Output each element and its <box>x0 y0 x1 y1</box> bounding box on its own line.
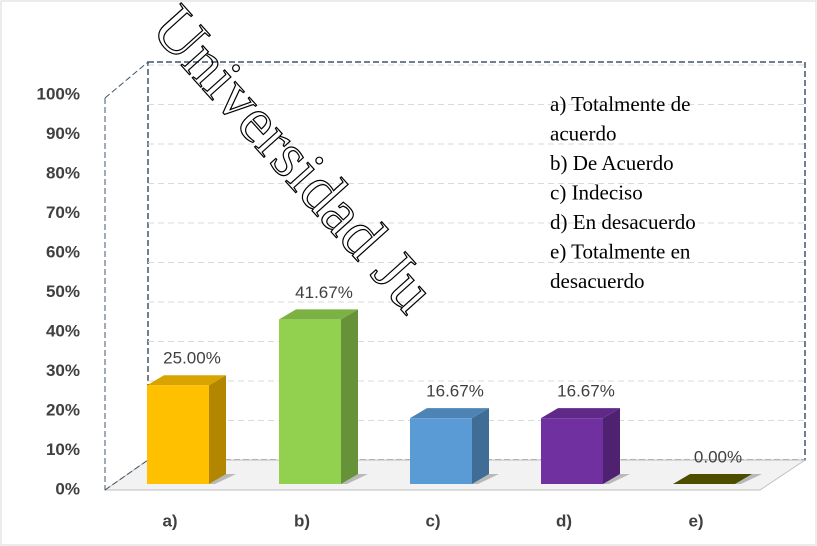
y-tick-label: 0% <box>55 479 80 498</box>
bar-side <box>341 309 358 484</box>
y-tick-label: 60% <box>46 242 80 261</box>
x-tick-label: c) <box>425 511 440 530</box>
y-tick-label: 70% <box>46 203 80 222</box>
y-tick-label: 30% <box>46 361 80 380</box>
legend-text: e) Totalmente en <box>550 239 691 263</box>
y-tick-label: 40% <box>46 321 80 340</box>
data-label: 0.00% <box>694 447 742 466</box>
y-tick-label: 20% <box>46 400 80 419</box>
bar-side <box>603 408 620 484</box>
bar <box>541 408 630 484</box>
y-tick-label: 10% <box>46 440 80 459</box>
bar-front <box>279 319 341 484</box>
y-tick-label: 50% <box>46 282 80 301</box>
bar <box>279 309 368 484</box>
left-top-edge <box>104 61 149 99</box>
bar-front <box>147 385 209 484</box>
bar-side <box>209 375 226 484</box>
bar <box>410 408 499 484</box>
legend-text: d) En desacuerdo <box>550 210 696 234</box>
y-tick-label: 80% <box>46 163 80 182</box>
bar-top <box>541 408 620 419</box>
x-tick-label: a) <box>162 511 177 530</box>
bar-front <box>410 418 472 484</box>
data-label: 41.67% <box>295 283 353 302</box>
legend-text: acuerdo <box>550 121 616 145</box>
legend-text: a) Totalmente de <box>550 92 690 116</box>
bar-front <box>541 418 603 484</box>
y-tick-label: 100% <box>37 84 80 103</box>
legend-text: desacuerdo <box>550 269 644 293</box>
bar <box>673 474 762 484</box>
data-label: 16.67% <box>426 382 484 401</box>
bar-top <box>410 408 489 419</box>
legend-text: c) Indeciso <box>550 180 643 204</box>
bar <box>147 375 236 484</box>
back-wall <box>147 61 806 461</box>
bar-top <box>673 474 752 484</box>
bar-side <box>472 408 489 484</box>
bar-top <box>279 309 358 320</box>
data-label: 25.00% <box>163 349 221 368</box>
x-tick-label: d) <box>556 511 572 530</box>
data-label: 16.67% <box>557 382 615 401</box>
y-tick-label: 90% <box>46 124 80 143</box>
bar-top <box>147 375 226 386</box>
x-tick-label: e) <box>688 511 703 530</box>
legend-text: b) De Acuerdo <box>550 151 674 175</box>
x-tick-label: b) <box>294 511 310 530</box>
